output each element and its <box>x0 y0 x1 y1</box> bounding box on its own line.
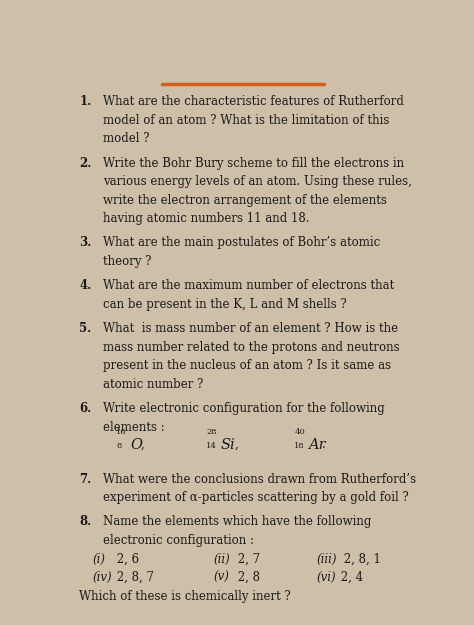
Text: (vi): (vi) <box>316 571 336 584</box>
Text: Si: Si <box>220 438 235 452</box>
Text: 8.: 8. <box>80 516 91 529</box>
Text: (i): (i) <box>92 552 105 566</box>
Text: 8: 8 <box>116 442 121 450</box>
Text: theory ?: theory ? <box>103 255 152 268</box>
Text: 2, 7: 2, 7 <box>234 552 260 566</box>
Text: (iv): (iv) <box>92 571 112 584</box>
Text: What are the characteristic features of Rutherford: What are the characteristic features of … <box>103 95 404 108</box>
Text: Write the Bohr Bury scheme to fill the electrons in: Write the Bohr Bury scheme to fill the e… <box>103 157 404 169</box>
Text: various energy levels of an atom. Using these rules,: various energy levels of an atom. Using … <box>103 175 412 188</box>
Text: can be present in the K, L and M shells ?: can be present in the K, L and M shells … <box>103 298 347 311</box>
Text: model ?: model ? <box>103 132 150 145</box>
Text: 3.: 3. <box>80 236 92 249</box>
Text: O: O <box>130 438 142 452</box>
Text: 2, 4: 2, 4 <box>337 571 363 584</box>
Text: What  is mass number of an element ? How is the: What is mass number of an element ? How … <box>103 322 399 335</box>
Text: 2, 8, 1: 2, 8, 1 <box>340 552 381 566</box>
Text: electronic configuration :: electronic configuration : <box>103 534 255 547</box>
Text: 5.: 5. <box>80 322 91 335</box>
Text: 18: 18 <box>294 442 305 450</box>
Text: experiment of α-particles scattering by a gold foil ?: experiment of α-particles scattering by … <box>103 491 409 504</box>
Text: 2, 6: 2, 6 <box>112 552 138 566</box>
Text: model of an atom ? What is the limitation of this: model of an atom ? What is the limitatio… <box>103 114 390 127</box>
Text: 4.: 4. <box>80 279 91 292</box>
Text: (iii): (iii) <box>316 552 337 566</box>
Text: 7.: 7. <box>80 472 91 486</box>
Text: write the electron arrangement of the elements: write the electron arrangement of the el… <box>103 194 387 207</box>
Text: 2, 8, 7: 2, 8, 7 <box>112 571 154 584</box>
Text: .: . <box>322 438 326 451</box>
Text: (v): (v) <box>213 571 229 584</box>
Text: 16: 16 <box>116 428 127 436</box>
Text: 14: 14 <box>206 442 217 450</box>
Text: Write electronic configuration for the following: Write electronic configuration for the f… <box>103 402 385 415</box>
Text: (ii): (ii) <box>213 552 230 566</box>
Text: Ar: Ar <box>308 438 326 452</box>
Text: What are the maximum number of electrons that: What are the maximum number of electrons… <box>103 279 394 292</box>
Text: ,: , <box>140 438 144 451</box>
Text: having atomic numbers 11 and 18.: having atomic numbers 11 and 18. <box>103 212 310 225</box>
Text: 28: 28 <box>206 428 217 436</box>
Text: present in the nucleus of an atom ? Is it same as: present in the nucleus of an atom ? Is i… <box>103 359 392 372</box>
Text: What are the main postulates of Bohr’s atomic: What are the main postulates of Bohr’s a… <box>103 236 381 249</box>
Text: 2.: 2. <box>80 157 92 169</box>
Text: 6.: 6. <box>80 402 91 415</box>
Text: Which of these is chemically inert ?: Which of these is chemically inert ? <box>80 589 291 602</box>
Text: 2, 8: 2, 8 <box>234 571 260 584</box>
Text: What were the conclusions drawn from Rutherford’s: What were the conclusions drawn from Rut… <box>103 472 417 486</box>
Text: elements :: elements : <box>103 421 165 434</box>
Text: mass number related to the protons and neutrons: mass number related to the protons and n… <box>103 341 400 354</box>
Text: atomic number ?: atomic number ? <box>103 378 204 391</box>
Text: Name the elements which have the following: Name the elements which have the followi… <box>103 516 372 529</box>
Text: ,: , <box>234 438 238 451</box>
Text: 40: 40 <box>294 428 305 436</box>
Text: 1.: 1. <box>80 95 91 108</box>
